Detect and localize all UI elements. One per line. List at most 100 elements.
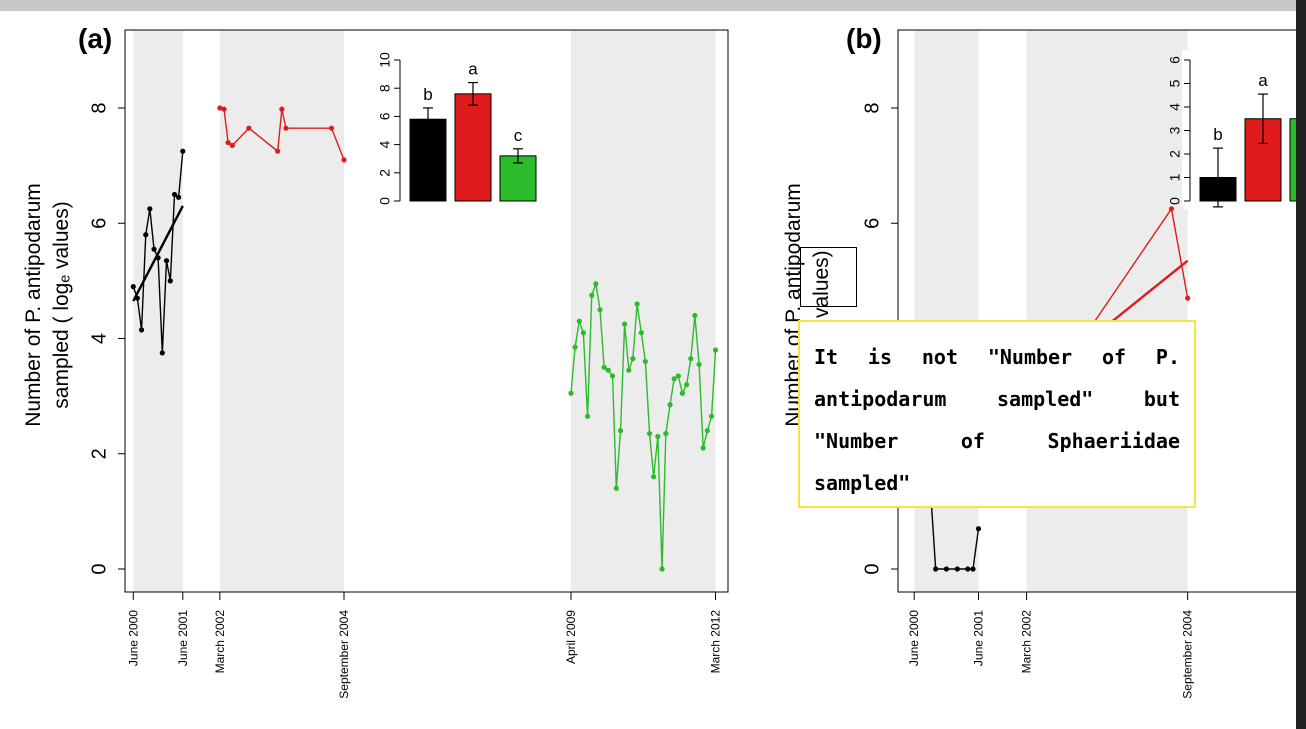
y-tick-label: 4 bbox=[88, 333, 110, 344]
data-point bbox=[167, 278, 173, 284]
data-point bbox=[684, 382, 690, 388]
data-point bbox=[605, 367, 611, 373]
inset-y-tick-label: 2 bbox=[377, 169, 393, 177]
data-point bbox=[622, 321, 628, 327]
shaded-period bbox=[133, 30, 183, 592]
annotation-text: It is not "Number of P. antipodarum samp… bbox=[814, 345, 1180, 495]
data-point bbox=[663, 430, 669, 437]
inset-y-tick-label: 0 bbox=[377, 197, 393, 205]
x-tick-label: September 2004 bbox=[337, 610, 351, 699]
annotation-box: It is not "Number of P. antipodarum samp… bbox=[798, 320, 1196, 508]
data-point bbox=[572, 344, 578, 350]
data-point bbox=[1168, 206, 1175, 212]
data-point bbox=[675, 373, 681, 379]
data-point bbox=[704, 428, 710, 434]
data-point bbox=[659, 566, 665, 572]
inset-bar bbox=[499, 155, 537, 202]
x-tick-label: March 2002 bbox=[213, 610, 227, 674]
x-tick-label: March 2012 bbox=[709, 610, 723, 674]
data-point bbox=[642, 358, 648, 365]
y-axis-label: Number of P. antipodarum bbox=[22, 183, 45, 427]
y-tick-label: 8 bbox=[861, 102, 883, 113]
data-point bbox=[143, 232, 149, 238]
data-point bbox=[229, 142, 235, 149]
significance-letter: b bbox=[423, 85, 432, 104]
data-point bbox=[283, 125, 289, 131]
data-point bbox=[171, 191, 178, 198]
inset-y-tick-label: 8 bbox=[377, 84, 393, 92]
data-point bbox=[1185, 295, 1191, 301]
data-point bbox=[651, 474, 657, 480]
panel-a: 0 2 4 6 8 June 2000 June 2001 March 2002 Septemb… bbox=[22, 23, 729, 699]
inset-y-tick-label: 5 bbox=[1167, 79, 1183, 87]
y-tick-label: 6 bbox=[88, 218, 110, 229]
data-point bbox=[246, 125, 252, 131]
y-tick-label: 8 bbox=[88, 102, 110, 113]
significance-letter: a bbox=[1258, 71, 1268, 90]
data-point bbox=[328, 125, 335, 131]
data-point bbox=[138, 327, 145, 333]
highlight-box bbox=[800, 247, 857, 307]
data-point bbox=[646, 430, 653, 437]
inset-y-tick-label: 6 bbox=[377, 112, 393, 120]
data-point bbox=[175, 194, 182, 200]
data-point bbox=[696, 361, 702, 368]
data-point bbox=[626, 367, 632, 373]
data-point bbox=[275, 148, 281, 154]
panel-label: (a) bbox=[78, 23, 112, 54]
inset-y-tick-label: 2 bbox=[1167, 150, 1183, 158]
data-point bbox=[279, 106, 285, 112]
data-point bbox=[630, 356, 636, 362]
data-point bbox=[667, 402, 673, 408]
inset-y-tick-label: 4 bbox=[1167, 103, 1183, 111]
inset-y-tick-label: 10 bbox=[377, 52, 393, 68]
data-point bbox=[147, 206, 153, 212]
inset-y-tick-label: 1 bbox=[1167, 173, 1183, 181]
data-point bbox=[341, 157, 347, 163]
data-point bbox=[180, 148, 186, 154]
x-tick-label: June 2001 bbox=[971, 610, 985, 666]
data-point bbox=[221, 106, 227, 112]
data-point bbox=[700, 445, 706, 451]
y-tick-label: 2 bbox=[88, 448, 110, 459]
data-point bbox=[933, 566, 939, 572]
x-tick-label: June 2000 bbox=[907, 610, 921, 666]
data-point bbox=[943, 566, 950, 572]
data-point bbox=[634, 301, 640, 307]
data-point bbox=[708, 413, 715, 419]
data-point bbox=[597, 307, 603, 313]
data-point bbox=[568, 390, 574, 396]
series-line bbox=[219, 107, 345, 161]
shaded-period bbox=[219, 30, 345, 592]
x-tick-label: June 2000 bbox=[126, 610, 140, 666]
inset-y-tick-label: 4 bbox=[377, 140, 393, 148]
data-point bbox=[609, 373, 616, 379]
inset-y-tick-label: 6 bbox=[1167, 56, 1183, 64]
data-point bbox=[580, 330, 586, 336]
data-point bbox=[692, 312, 698, 319]
data-point bbox=[970, 566, 976, 572]
data-point bbox=[584, 413, 591, 419]
data-point bbox=[151, 246, 157, 252]
y-tick-label: 6 bbox=[861, 218, 883, 229]
y-tick-label: 0 bbox=[861, 563, 883, 574]
panel-label: (b) bbox=[846, 23, 882, 54]
data-point bbox=[589, 292, 595, 298]
data-point bbox=[601, 364, 607, 370]
top-frame-bar bbox=[0, 0, 1306, 11]
data-point bbox=[975, 526, 982, 532]
data-point bbox=[130, 284, 136, 290]
y-axis-label-2: sampled ( logₑ values) bbox=[50, 201, 73, 408]
data-point bbox=[217, 105, 223, 111]
inset-bar bbox=[454, 93, 492, 202]
data-point bbox=[671, 376, 677, 382]
x-tick-label: April 2009 bbox=[564, 610, 578, 664]
data-point bbox=[159, 350, 165, 356]
data-point bbox=[163, 258, 170, 264]
data-point bbox=[225, 139, 231, 146]
inset-bar bbox=[409, 118, 447, 202]
data-point bbox=[655, 433, 661, 440]
significance-letter: a bbox=[468, 60, 478, 79]
inset-y-tick-label: 3 bbox=[1167, 126, 1183, 134]
data-point bbox=[679, 390, 686, 396]
